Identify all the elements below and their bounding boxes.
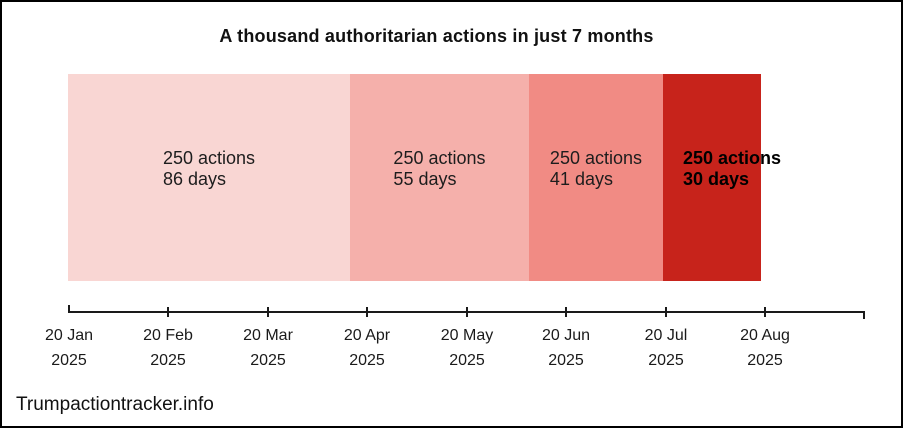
segment-2-label: 250 actions 55 days (393, 148, 485, 190)
source-attribution: Trumpactiontracker.info (16, 394, 214, 415)
chart-title: A thousand authoritarian actions in just… (219, 26, 654, 46)
segment-1-actions: 250 actions (162, 148, 256, 168)
segment-1-days: 86 days (162, 169, 226, 189)
timeline-bar: 250 actions 86 days 250 actions 55 days … (68, 74, 781, 281)
segment-2-actions: 250 actions (393, 148, 486, 168)
tick-label-jul: 20 Jul 2025 (644, 327, 688, 369)
segment-4-actions: 250 actions (682, 148, 781, 168)
tick-label-apr: 20 Apr 2025 (343, 327, 391, 369)
segment-3-actions: 250 actions (549, 148, 643, 168)
segment-2-apr-jun: 250 actions 55 days (349, 74, 529, 281)
tick-label-aug: 20 Aug 2025 (740, 327, 790, 369)
segment-4-label: 250 actions 30 days (683, 148, 781, 190)
tick-label-jun: 20 Jun 2025 (541, 327, 591, 369)
segment-4-jul-aug: 250 actions 30 days (662, 74, 781, 281)
x-axis-ticks (68, 305, 865, 319)
segment-3-label: 250 actions 41 days (550, 148, 642, 190)
segment-1-jan-apr: 250 actions 86 days (68, 74, 350, 281)
tick-label-may: 20 May 2025 (440, 327, 494, 369)
x-axis-labels: 20 Jan 2025 20 Feb 2025 20 Mar 2025 20 A… (2, 323, 901, 377)
segment-4-days: 30 days (682, 169, 749, 189)
segment-3-days: 41 days (549, 169, 613, 189)
segment-3-jun-jul: 250 actions 41 days (528, 74, 663, 281)
tick-label-feb: 20 Feb 2025 (143, 327, 193, 369)
tick-label-mar: 20 Mar 2025 (243, 327, 293, 369)
segment-1-label: 250 actions 86 days (163, 148, 255, 190)
tick-label-jan: 20 Jan 2025 (44, 327, 94, 369)
x-axis (68, 305, 865, 319)
segment-2-days: 55 days (393, 169, 457, 189)
